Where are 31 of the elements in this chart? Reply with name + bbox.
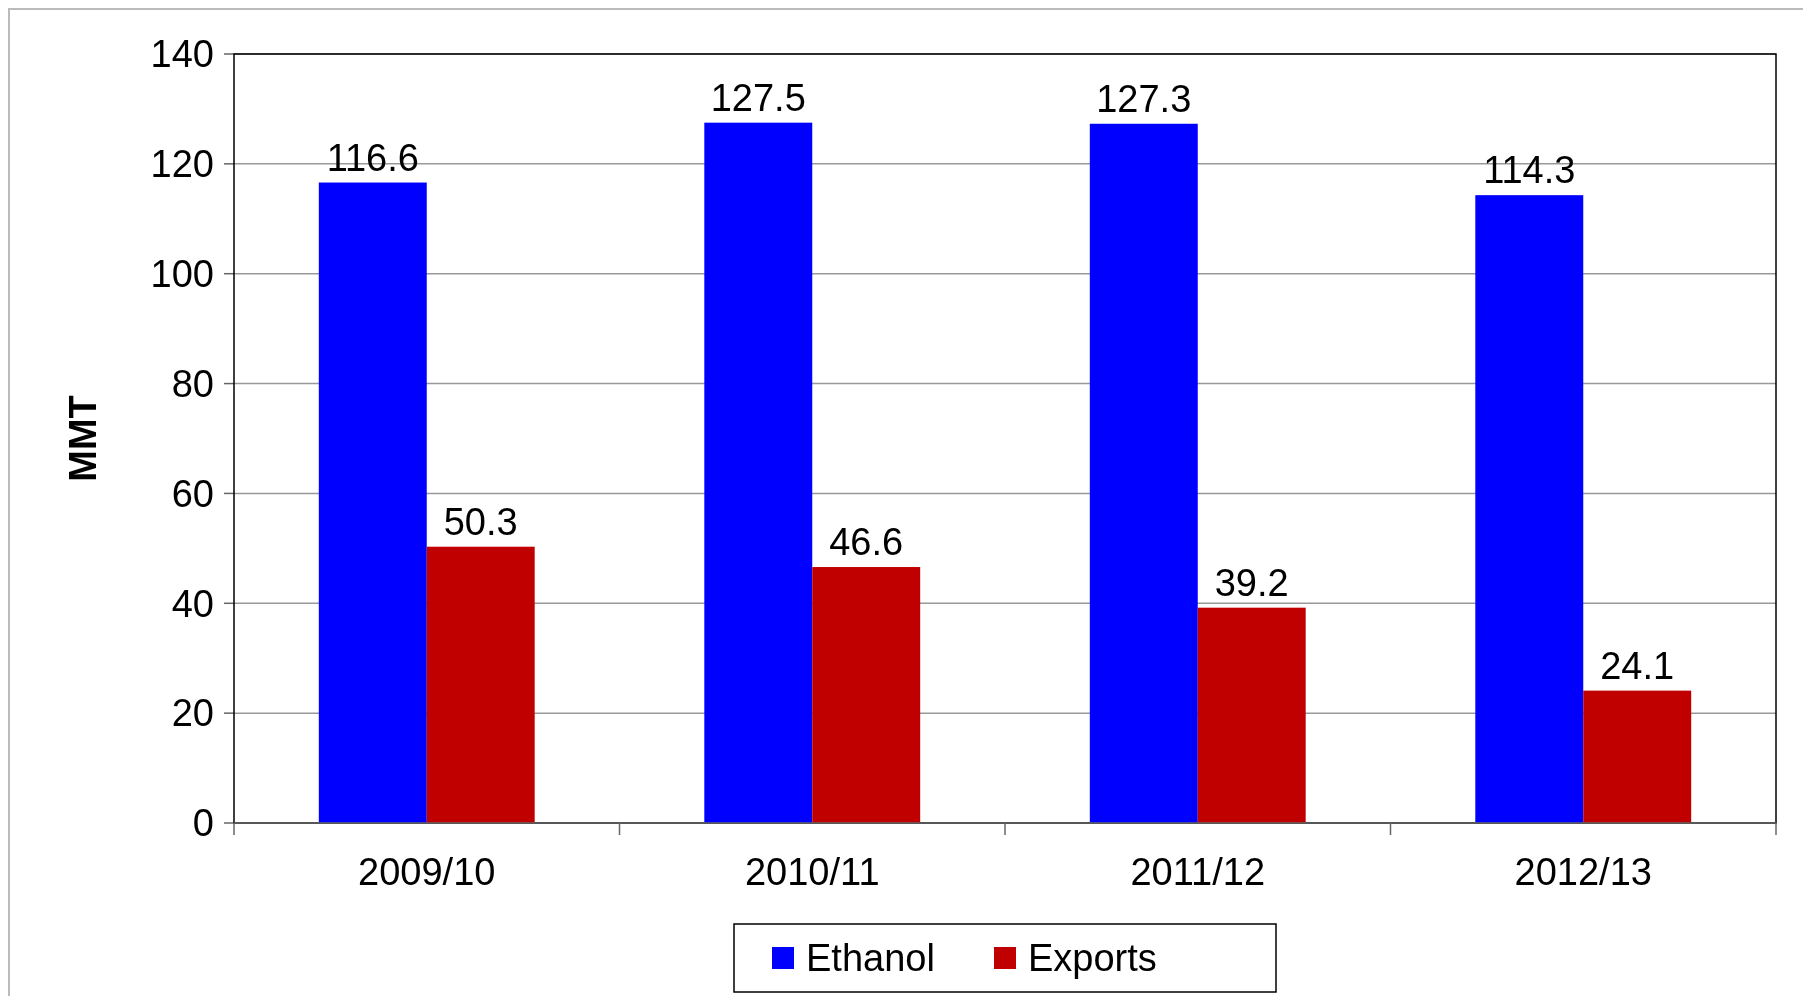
data-label: 127.3 [1096, 77, 1192, 120]
legend-label: Exports [1028, 937, 1157, 980]
y-tick-label: 120 [150, 143, 214, 186]
legend-label: Ethanol [806, 937, 935, 980]
x-tick-label: 2011/12 [1130, 851, 1266, 893]
data-label: 114.3 [1483, 149, 1576, 192]
y-tick-label: 140 [150, 33, 214, 76]
data-label: 46.6 [829, 521, 904, 564]
data-label: 24.1 [1600, 644, 1675, 687]
bar [318, 182, 427, 823]
y-tick-label: 0 [192, 802, 214, 845]
bar [812, 567, 921, 823]
bar [1475, 195, 1584, 823]
bar [704, 122, 813, 823]
y-tick-label: 100 [150, 253, 214, 296]
bar [1089, 123, 1198, 823]
y-tick-label: 60 [171, 472, 214, 515]
data-label: 127.5 [710, 76, 806, 119]
y-axis-title: MMT [62, 395, 104, 482]
bar [1583, 690, 1692, 823]
data-label: 39.2 [1214, 561, 1289, 604]
y-tick-label: 40 [171, 582, 214, 625]
data-label: 116.6 [326, 136, 419, 179]
bar [1197, 607, 1306, 823]
x-tick-label: 2009/10 [358, 851, 496, 893]
data-label: 50.3 [443, 500, 518, 543]
y-tick-label: 80 [171, 362, 214, 405]
y-tick-label: 20 [171, 692, 214, 735]
bar [426, 546, 535, 823]
x-tick-label: 2010/11 [744, 851, 880, 893]
x-tick-label: 2012/13 [1514, 851, 1652, 893]
